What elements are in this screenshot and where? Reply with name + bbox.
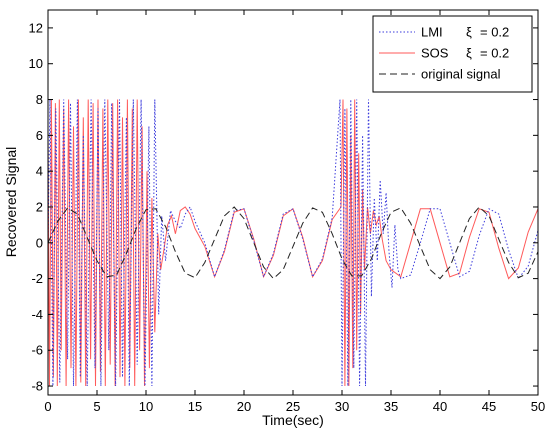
legend-value-1: = 0.2	[480, 25, 509, 40]
legend-label-1: LMI	[421, 25, 443, 40]
x-tick-label: 50	[531, 399, 545, 414]
legend-symbol-2: ξ	[466, 46, 472, 61]
series-lines	[47, 99, 539, 387]
y-tick-label: -6	[31, 343, 43, 358]
x-tick-label: 40	[433, 399, 447, 414]
y-axis: -8 -6 -4 -2 0 2 4 6 8 10 12	[29, 20, 538, 394]
x-tick-label: 10	[139, 399, 153, 414]
y-tick-label: -8	[31, 379, 43, 394]
series-line-1	[47, 99, 539, 387]
y-tick-label: 4	[36, 164, 43, 179]
y-tick-label: 12	[29, 20, 43, 35]
legend-label-3: original signal	[421, 67, 501, 82]
y-tick-label: -4	[31, 307, 43, 322]
y-tick-label: 2	[36, 199, 43, 214]
series-line-3	[47, 206, 539, 280]
y-axis-label: Recovered Signal	[3, 147, 19, 258]
legend: LMI ξ = 0.2 SOS ξ = 0.2 original signal	[372, 15, 533, 93]
x-tick-label: 45	[482, 399, 496, 414]
x-tick-label: 5	[93, 399, 100, 414]
y-tick-label: 10	[29, 56, 43, 71]
x-axis-label: Time(sec)	[262, 412, 324, 428]
series-line-2	[47, 99, 539, 387]
y-tick-label: -2	[31, 271, 43, 286]
x-axis: 0 5 10 15 20 25 30 35 40 45 50	[44, 10, 545, 414]
x-tick-label: 15	[188, 399, 202, 414]
legend-value-2: = 0.2	[480, 46, 509, 61]
legend-symbol-1: ξ	[466, 25, 472, 40]
x-tick-label: 35	[384, 399, 398, 414]
y-tick-label: 8	[36, 92, 43, 107]
x-tick-label: 30	[335, 399, 349, 414]
x-tick-label: 20	[237, 399, 251, 414]
legend-label-2: SOS	[421, 46, 449, 61]
x-tick-label: 0	[44, 399, 51, 414]
y-tick-label: 0	[36, 235, 43, 250]
y-tick-label: 6	[36, 128, 43, 143]
x-tick-label: 25	[286, 399, 300, 414]
legend-box	[372, 15, 533, 93]
